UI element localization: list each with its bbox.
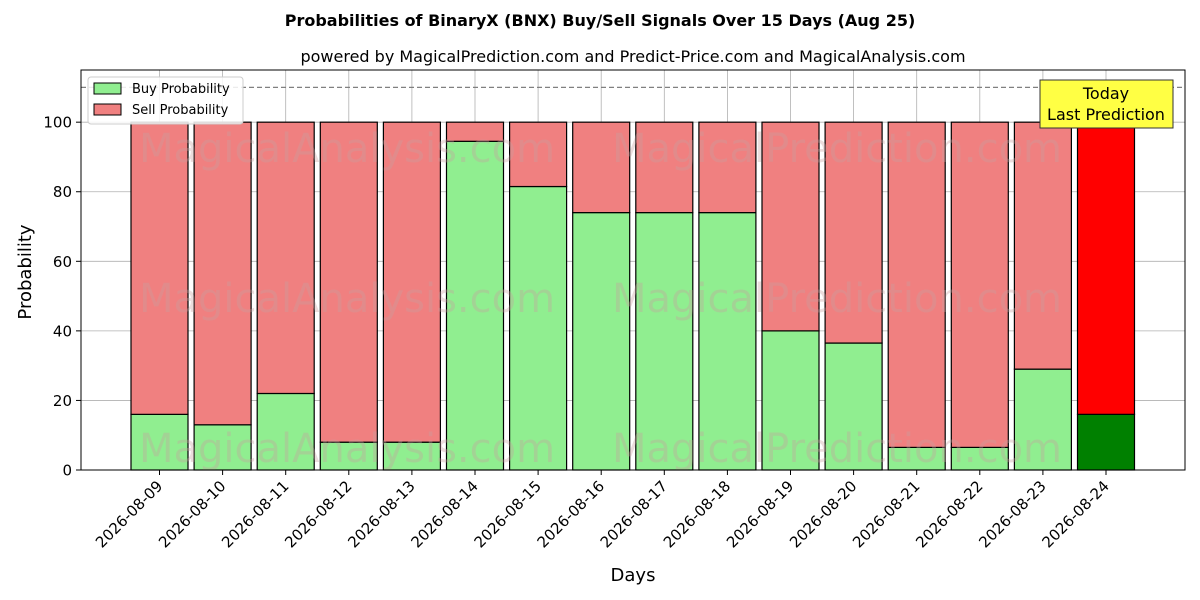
annotation-line-today: Today <box>1082 84 1129 103</box>
x-tick-label: 2026-08-15 <box>471 477 545 551</box>
x-tick-label: 2026-08-17 <box>597 477 671 551</box>
chart-title: Probabilities of BinaryX (BNX) Buy/Sell … <box>285 11 916 30</box>
legend-swatch-sell <box>93 103 122 116</box>
x-tick-label: 2026-08-23 <box>975 477 1049 551</box>
watermark-analysis: MagicalAnalysis.com <box>139 426 555 472</box>
x-tick-label: 2026-08-09 <box>92 477 166 551</box>
y-tick-label: 80 <box>53 183 72 201</box>
plot-frame <box>80 69 1186 471</box>
sell-bar <box>445 121 505 142</box>
sell-bar <box>130 121 189 415</box>
buy-bar <box>635 212 694 471</box>
sell-bar <box>319 121 378 443</box>
x-tick-label: 2026-08-19 <box>723 477 797 551</box>
x-tick-label: 2026-08-11 <box>218 477 292 551</box>
sell-bar <box>761 121 820 332</box>
x-tick-label: 2026-08-24 <box>1038 477 1112 551</box>
buy-bar <box>698 212 757 471</box>
watermark-prediction: MagicalPrediction.com <box>612 126 1062 172</box>
buy-bar <box>445 140 505 471</box>
x-tick-label: 2026-08-22 <box>912 477 986 551</box>
sell-bar <box>509 121 568 188</box>
sell-bar <box>887 121 946 448</box>
y-tick-label: 60 <box>53 253 72 271</box>
sell-bar <box>824 121 883 344</box>
x-axis-label: Days <box>611 565 656 586</box>
x-tick-label: 2026-08-13 <box>344 477 418 551</box>
plot-area: MagicalAnalysis.com MagicalPrediction.com… <box>43 69 1186 551</box>
y-tick-label: 40 <box>53 322 72 340</box>
chart-subtitle: powered by MagicalPrediction.com and Pre… <box>300 47 965 66</box>
today-annotation: Today Last Prediction <box>1039 79 1174 129</box>
legend-label-sell: Sell Probability <box>132 103 229 118</box>
legend-label-buy: Buy Probability <box>132 82 230 97</box>
buy-bar <box>761 330 820 471</box>
y-axis-label: Probability <box>15 224 36 319</box>
sell-bar <box>193 121 252 426</box>
watermark-analysis: MagicalAnalysis.com <box>139 276 555 322</box>
y-tick-label: 100 <box>43 114 72 132</box>
buy-bar <box>256 392 315 471</box>
sell-bar <box>382 121 441 443</box>
x-tick-label: 2026-08-14 <box>407 477 481 551</box>
sell-bar <box>572 121 631 214</box>
x-tick-label: 2026-08-12 <box>281 477 355 551</box>
buy-bar <box>382 441 441 471</box>
buy-bar <box>572 212 631 471</box>
annotation-box <box>1039 79 1174 129</box>
buy-bar <box>319 441 378 471</box>
annotation-line-last-prediction: Last Prediction <box>1047 105 1165 124</box>
x-tick-label: 2026-08-16 <box>534 477 608 551</box>
legend: Buy Probability Sell Probability <box>87 76 244 125</box>
sell-bar <box>1076 121 1136 415</box>
sell-bar <box>698 121 757 214</box>
watermark-analysis: MagicalAnalysis.com <box>139 126 555 172</box>
watermark-prediction: MagicalPrediction.com <box>612 426 1062 472</box>
y-tick-label: 20 <box>53 392 72 410</box>
y-tick-label: 0 <box>62 462 72 480</box>
buy-bar <box>509 185 568 471</box>
sell-bar <box>950 121 1009 448</box>
legend-swatch-buy <box>93 82 122 95</box>
buy-bar <box>1076 413 1136 471</box>
x-tick-label: 2026-08-21 <box>849 477 923 551</box>
sell-bar <box>1013 121 1073 370</box>
sell-bar <box>256 121 315 395</box>
x-tick-label: 2026-08-10 <box>155 477 229 551</box>
x-tick-label: 2026-08-20 <box>786 477 860 551</box>
watermark-prediction: MagicalPrediction.com <box>612 276 1062 322</box>
x-tick-label: 2026-08-18 <box>660 477 734 551</box>
sell-bar <box>635 121 694 214</box>
legend-box <box>87 76 244 125</box>
